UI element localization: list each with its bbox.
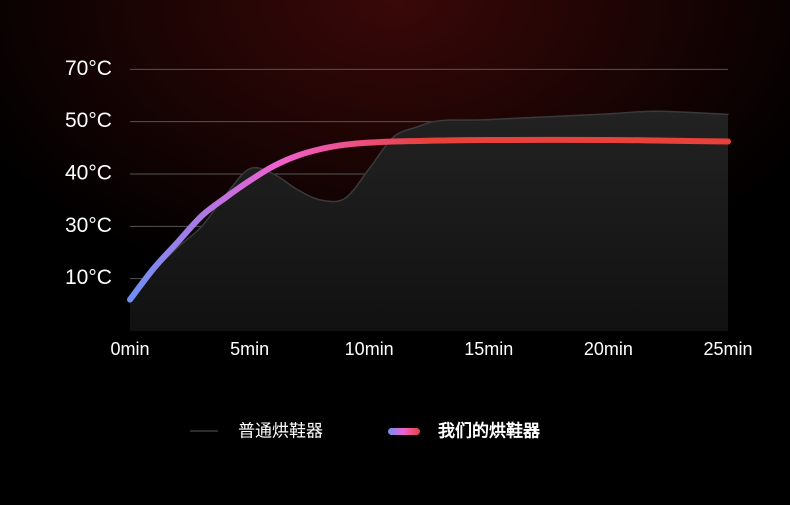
y-tick-label: 50°C [65, 109, 112, 132]
x-tick-label: 25min [703, 339, 752, 359]
area [130, 111, 728, 332]
legend-label: 普通烘鞋器 [238, 421, 323, 440]
x-tick-label: 15min [464, 339, 513, 359]
x-tick-label: 5min [230, 339, 269, 359]
line [129, 110, 729, 301]
legend-label: 我们的烘鞋器 [438, 420, 541, 440]
line [127, 136, 731, 303]
x-tick-label: 20min [584, 339, 633, 359]
x-tick-label: 10min [345, 339, 394, 359]
y-tick-label: 40°C [65, 162, 112, 185]
y-tick-label: 10°C [65, 266, 112, 289]
x-tick-label: 0min [110, 339, 149, 359]
legend-swatch [388, 428, 420, 435]
y-tick-label: 30°C [65, 214, 112, 237]
y-tick-label: 70°C [65, 57, 112, 80]
